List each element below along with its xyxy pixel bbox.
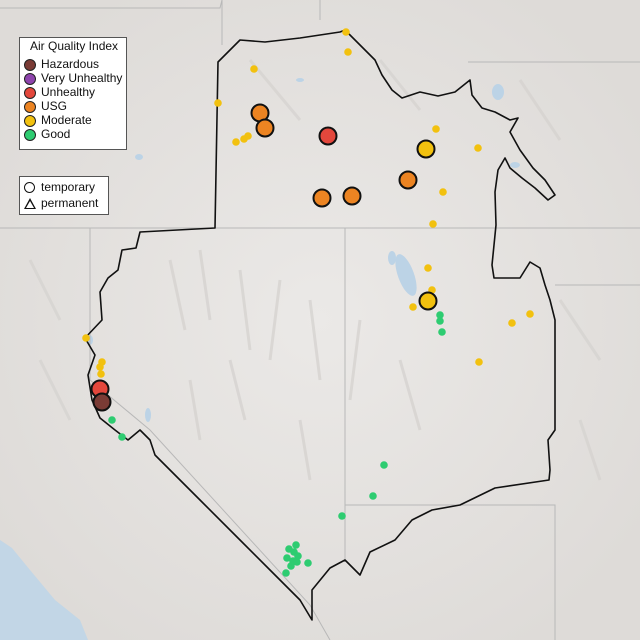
monitor-marker[interactable] [118,433,126,441]
legend-label: permanent [41,196,99,210]
legend-label: Good [41,127,71,141]
monitor-marker[interactable] [424,264,432,272]
monitor-marker[interactable] [342,28,350,36]
circle-icon [24,182,35,193]
monitor-marker[interactable] [432,125,440,133]
large-monitors [90,103,438,412]
monitor-marker[interactable] [293,558,301,566]
monitor-marker[interactable] [344,48,352,56]
monitor-marker[interactable] [380,461,388,469]
monitor-marker[interactable] [294,552,302,560]
very-unhealthy-swatch [24,73,36,85]
monitor-marker[interactable] [97,370,105,378]
aqi-legend-title: Air Quality Index [30,39,119,53]
legend-label: temporary [41,180,96,194]
aqi-legend: Air Quality Index Hazardous Very Unhealt… [19,37,127,150]
monitor-marker[interactable] [508,319,516,327]
monitor-marker[interactable] [214,99,222,107]
monitor-marker[interactable] [438,328,446,336]
hazardous-swatch [24,59,36,71]
legend-item-unhealthy: Unhealthy [24,85,124,100]
good-swatch [24,129,36,141]
monitor-marker[interactable] [436,311,444,319]
monitor-marker[interactable] [436,317,444,325]
monitor-marker[interactable] [287,562,295,570]
legend-item-usg: USG [24,99,124,114]
monitor-marker-large[interactable] [398,170,418,190]
monitor-layer [82,28,534,577]
usg-swatch [24,101,36,113]
legend-item-moderate: Moderate [24,113,124,128]
legend-label: Very Unhealthy [41,71,123,85]
moderate-swatch [24,115,36,127]
monitor-marker[interactable] [292,541,300,549]
monitor-marker[interactable] [475,358,483,366]
unhealthy-swatch [24,87,36,99]
legend-item-good: Good [24,127,124,142]
small-monitors-good [108,311,446,577]
monitor-marker-large[interactable] [342,186,362,206]
monitor-marker-large[interactable] [92,392,112,412]
monitor-marker[interactable] [304,559,312,567]
monitor-marker[interactable] [429,220,437,228]
legend-item-hazardous: Hazardous [24,57,124,72]
monitor-marker[interactable] [232,138,240,146]
monitor-marker-large[interactable] [318,126,338,146]
legend-label: USG [41,99,68,113]
monitor-marker-large[interactable] [312,188,332,208]
monitor-marker-large[interactable] [255,118,275,138]
terrain-relief [28,59,602,481]
monitor-marker[interactable] [96,363,104,371]
monitor-marker-large[interactable] [416,139,436,159]
region-boundary [84,29,556,621]
monitor-marker[interactable] [282,569,290,577]
monitor-marker[interactable] [250,65,258,73]
monitor-type-legend: temporary permanent [19,176,109,215]
legend-item-temporary: temporary [24,180,124,195]
monitor-marker[interactable] [82,334,90,342]
triangle-icon [24,198,36,209]
monitor-marker[interactable] [338,512,346,520]
monitor-marker[interactable] [244,132,252,140]
pacific-ocean [0,540,88,640]
legend-item-very-unhealthy: Very Unhealthy [24,71,124,86]
monitor-marker[interactable] [108,416,116,424]
monitor-marker[interactable] [474,144,482,152]
monitor-marker-large[interactable] [418,291,438,311]
monitor-marker[interactable] [439,188,447,196]
monitor-marker[interactable] [409,303,417,311]
monitor-marker[interactable] [283,554,291,562]
legend-label: Moderate [41,113,92,127]
legend-label: Hazardous [41,57,100,71]
legend-item-permanent: permanent [24,196,124,211]
small-monitors-moderate [82,28,534,378]
legend-label: Unhealthy [41,85,96,99]
monitor-marker[interactable] [369,492,377,500]
monitor-marker[interactable] [526,310,534,318]
